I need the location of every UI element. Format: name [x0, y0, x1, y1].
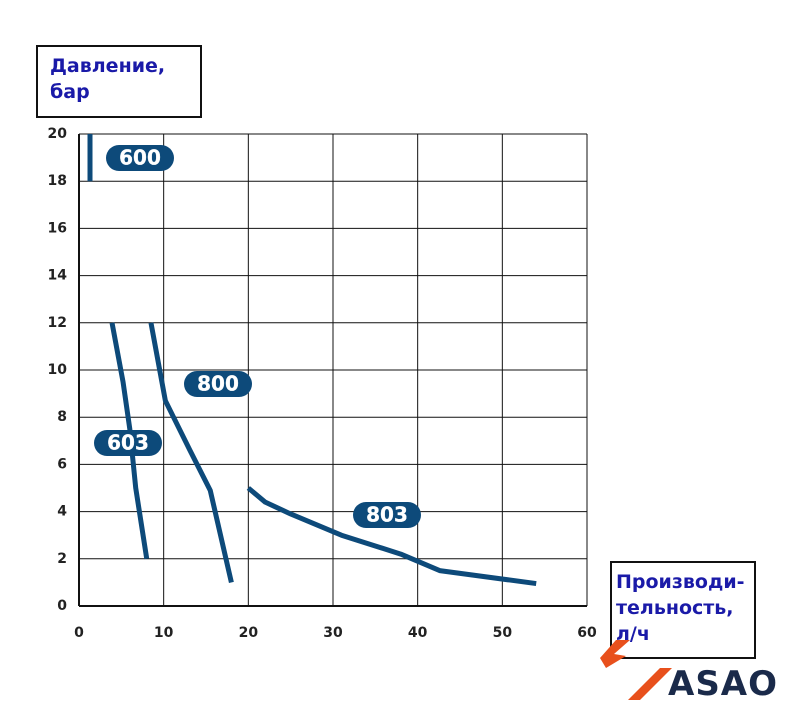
series-line	[109, 322, 150, 560]
logo-mark	[600, 640, 630, 668]
series-label-pill	[353, 502, 421, 528]
series-label-pill	[184, 371, 252, 397]
series-label: 603	[107, 431, 149, 455]
x-tick-label: 60	[577, 625, 597, 641]
x-tick-label: 10	[154, 625, 174, 641]
y-tick-label: 20	[48, 126, 68, 142]
y-axis-title: Давление, бар	[36, 45, 202, 118]
y-tick-label: 10	[48, 362, 68, 378]
y-tick-label: 6	[57, 456, 67, 472]
y-tick-label: 8	[57, 409, 67, 425]
series-label: 803	[366, 503, 408, 527]
logo-mark	[628, 668, 672, 700]
y-tick-label: 16	[48, 220, 67, 236]
series-line	[148, 322, 234, 583]
x-tick-label: 50	[493, 625, 513, 641]
series-label-pill	[106, 145, 174, 171]
series-label: 800	[197, 372, 239, 396]
y-tick-label: 2	[57, 551, 67, 567]
x-tick-label: 0	[74, 625, 84, 641]
x-tick-label: 30	[323, 625, 343, 641]
series-label-pill	[94, 430, 162, 456]
x-tick-label: 40	[408, 625, 428, 641]
x-axis-title: Производи- тельность, л/ч	[610, 561, 756, 659]
y-tick-label: 0	[57, 598, 67, 614]
series-line	[246, 486, 537, 587]
y-tick-label: 4	[57, 504, 67, 520]
x-tick-label: 20	[239, 625, 259, 641]
y-tick-label: 18	[48, 173, 67, 189]
y-tick-label: 12	[48, 315, 67, 331]
series-label: 600	[119, 146, 161, 170]
y-tick-label: 14	[48, 268, 68, 284]
logo: ASAO	[668, 664, 779, 704]
